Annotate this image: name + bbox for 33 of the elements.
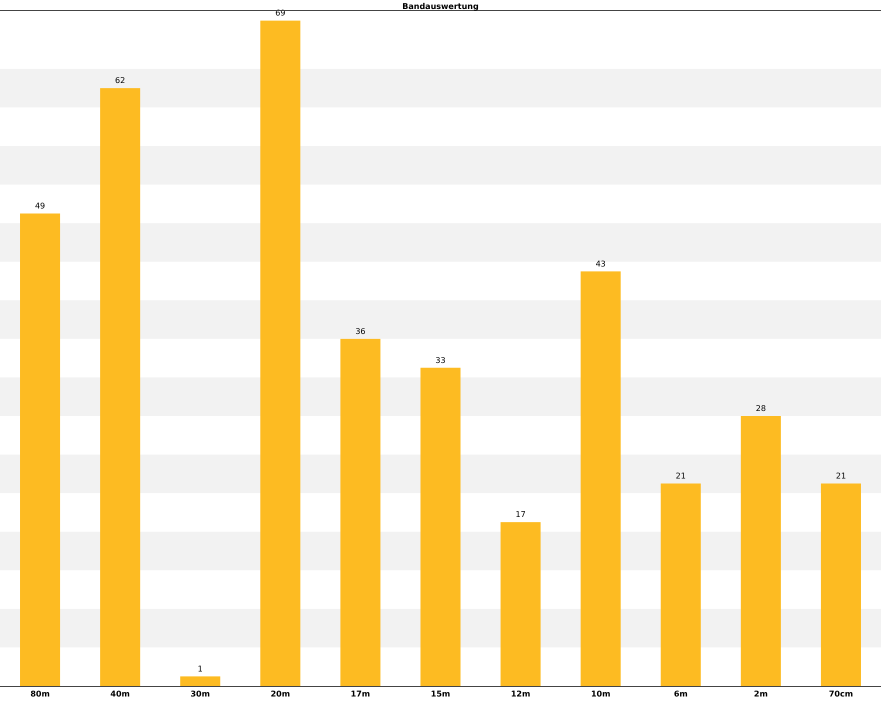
bar	[420, 368, 461, 686]
data-label: 36	[355, 326, 366, 336]
bar	[340, 338, 380, 686]
bar	[660, 484, 701, 686]
bar	[20, 214, 60, 686]
data-label: 21	[676, 472, 686, 480]
x-tick-label: 20m	[270, 690, 290, 699]
bar	[580, 271, 621, 686]
x-tick-label: 17m	[350, 690, 370, 699]
bar	[260, 20, 300, 686]
x-tick-label: 2m	[754, 690, 768, 699]
data-label: 21	[836, 472, 846, 480]
data-label: 62	[115, 76, 126, 86]
x-tick-label: 15m	[430, 690, 450, 699]
data-label: 28	[756, 404, 766, 413]
bar	[740, 416, 781, 686]
bar	[500, 522, 541, 686]
data-label: 17	[515, 510, 526, 520]
x-tick-label: 40m	[110, 690, 130, 699]
bar	[820, 484, 861, 686]
x-tick-label: 70cm	[828, 690, 854, 699]
data-label: 1	[198, 664, 203, 674]
x-tick-label: 10m	[590, 690, 610, 699]
x-tick-label: 30m	[190, 690, 210, 699]
x-tick-label: 6m	[674, 690, 688, 699]
data-label: 43	[596, 259, 606, 268]
bar	[180, 676, 220, 686]
x-tick-label: 80m	[30, 690, 50, 699]
data-label: 49	[34, 202, 46, 210]
x-tick-label: 12m	[510, 690, 530, 699]
bar	[100, 88, 140, 686]
data-label: 33	[435, 356, 446, 365]
chart-title: Bandauswertung	[402, 2, 480, 12]
